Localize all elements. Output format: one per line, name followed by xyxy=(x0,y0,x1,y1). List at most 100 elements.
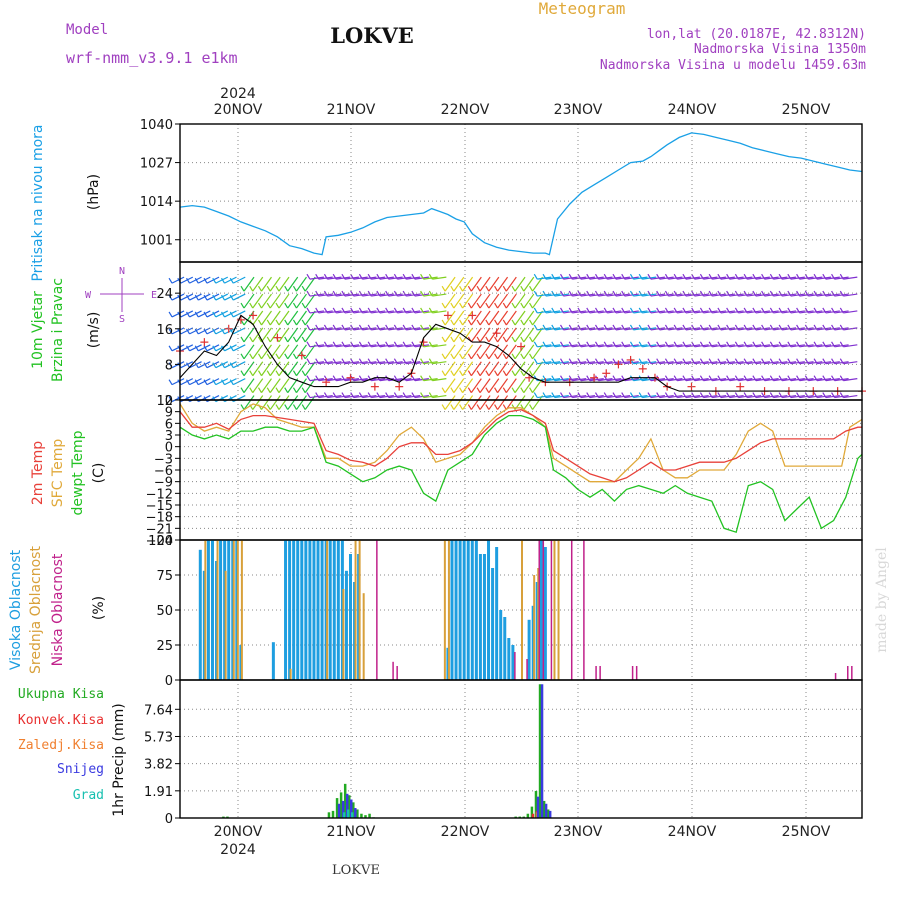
wind-barb-flag xyxy=(485,285,490,292)
wind-barb-flag xyxy=(249,353,254,360)
wind-barb-flag xyxy=(831,392,836,398)
wind-barb xyxy=(624,293,639,297)
wind-barb xyxy=(817,344,832,348)
wind-barb xyxy=(278,344,290,360)
wind-barb xyxy=(444,293,456,309)
wind-barb-flag xyxy=(168,396,173,402)
wind-barb-flag xyxy=(358,341,363,348)
wind-barb-flag xyxy=(332,358,337,365)
wind-barb xyxy=(406,310,421,314)
wind-barb-flag xyxy=(734,392,739,398)
wind-barb xyxy=(287,344,299,360)
precip-bar xyxy=(544,803,548,818)
wind-barb xyxy=(712,344,727,348)
wind-barb-flag xyxy=(402,273,407,280)
wind-barb xyxy=(327,378,342,382)
wind-barb xyxy=(198,378,211,386)
wind-barb xyxy=(397,276,412,280)
wind-barb xyxy=(462,395,474,410)
wind-barb xyxy=(598,378,613,382)
wind-barb xyxy=(189,378,202,386)
wind-barb-flag xyxy=(367,307,372,314)
wind-barb-flag xyxy=(441,404,446,410)
wind-barb xyxy=(432,394,447,399)
wind-barb-flag xyxy=(586,358,591,365)
lonlat-label: lon,lat (20.0187E, 42.8312N) xyxy=(647,27,866,42)
wind-barb xyxy=(479,310,491,326)
wind-barb xyxy=(362,344,377,348)
ytick-label-2-8: −12 xyxy=(146,487,173,502)
wind-barb-flag xyxy=(459,387,464,393)
wind-barb xyxy=(414,344,429,348)
wind-barb xyxy=(488,293,500,309)
wind-barb xyxy=(462,310,474,326)
wind-barb-flag xyxy=(323,273,328,280)
wind-barb xyxy=(488,361,500,377)
wind-barb-flag xyxy=(638,273,643,280)
wind-barb-flag xyxy=(467,387,472,393)
wind-barb xyxy=(633,310,648,314)
wind-barb xyxy=(462,327,474,343)
wind-barb-flag xyxy=(341,307,346,314)
wind-barb xyxy=(388,394,403,399)
wind-barb xyxy=(790,293,805,297)
wind-barb xyxy=(545,378,561,382)
precip-bar xyxy=(542,800,546,818)
wind-barb-flag xyxy=(717,290,722,297)
wind-barb xyxy=(215,310,229,318)
wind-barb xyxy=(171,310,185,318)
wind-barb-flag xyxy=(603,290,608,297)
wind-barb xyxy=(532,310,544,326)
precip-bar xyxy=(335,798,339,818)
wind-barb-flag xyxy=(752,273,757,280)
wind-barb-flag xyxy=(402,324,407,331)
wind-barb-flag xyxy=(586,375,591,381)
wind-barb-flag xyxy=(839,273,844,280)
wind-barb-flag xyxy=(292,302,297,309)
wind-barb xyxy=(773,394,788,399)
wind-barb xyxy=(497,276,509,292)
wind-barb-flag xyxy=(743,307,748,314)
wind-barb-flag xyxy=(476,404,481,410)
wind-barb-flag xyxy=(551,307,556,314)
cloud-bar xyxy=(289,668,292,680)
precip-bar xyxy=(327,812,331,818)
wind-barb-flag xyxy=(529,336,534,343)
wind-barb xyxy=(252,361,264,377)
cloud-bar xyxy=(198,549,202,680)
wind-barb xyxy=(304,310,316,326)
wind-barb-flag xyxy=(551,341,556,348)
wind-barb-flag xyxy=(186,294,191,301)
wind-barb-flag xyxy=(778,307,783,314)
cloud-bar xyxy=(443,540,446,680)
wind-barb-flag xyxy=(229,345,234,352)
elevation-label: Nadmorska Visina 1350m xyxy=(694,42,866,57)
wind-barb-flag xyxy=(420,358,425,365)
wind-barb xyxy=(287,395,299,410)
wind-barb-flag xyxy=(332,273,337,280)
wind-barb-flag xyxy=(393,307,398,314)
wind-barb xyxy=(650,293,666,297)
wind-barb-flag xyxy=(168,294,173,301)
wind-barb xyxy=(677,394,692,399)
wind-barb-flag xyxy=(560,358,565,365)
wind-barb xyxy=(817,361,832,365)
wind-barb xyxy=(505,344,517,360)
wind-barb xyxy=(554,310,569,314)
wind-barb xyxy=(668,344,683,348)
cloud-bar xyxy=(462,540,466,680)
wind-barb xyxy=(747,293,762,297)
wind-barb xyxy=(514,378,526,393)
wind-barb xyxy=(224,293,237,301)
wind-barb xyxy=(790,276,805,280)
wind-barb xyxy=(523,378,535,393)
wind-barb-flag xyxy=(450,370,455,377)
wind-barb-flag xyxy=(428,273,433,280)
wind-barb-flag xyxy=(761,307,766,314)
wind-barb-flag xyxy=(822,358,827,365)
wind-barb-flag xyxy=(529,302,534,309)
wind-barb xyxy=(799,344,814,348)
wind-barb xyxy=(694,361,709,365)
cloud-bar xyxy=(284,540,288,680)
wind-barb xyxy=(327,394,342,399)
